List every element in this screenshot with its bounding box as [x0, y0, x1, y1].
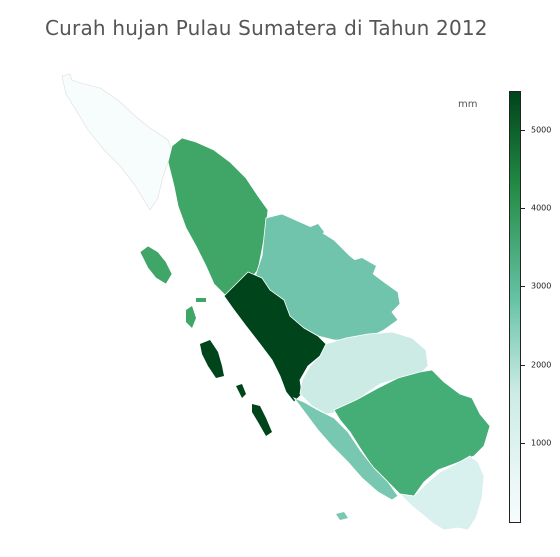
- colorbar-tick-mark: [521, 130, 525, 132]
- region-mentawai-2: [236, 384, 246, 398]
- map-title: Curah hujan Pulau Sumatera di Tahun 2012: [45, 16, 488, 40]
- region-nias[interactable]: [139, 245, 173, 285]
- colorbar-tick-label: 2000: [531, 360, 552, 370]
- region-jambi[interactable]: [299, 331, 429, 415]
- colorbar-unit-label: mm: [458, 99, 478, 110]
- colorbar-tick-label: 3000: [531, 281, 552, 291]
- region-lampung[interactable]: [398, 455, 485, 531]
- region-island-small-2: [186, 306, 196, 328]
- region-sumatera-utara[interactable]: [167, 137, 269, 297]
- colorbar-tick-label: 4000: [531, 203, 552, 213]
- colorbar-tick-mark: [521, 208, 525, 210]
- region-aceh[interactable]: [61, 73, 173, 211]
- colorbar-tick-mark: [521, 442, 525, 444]
- colorbar-tick-mark: [521, 286, 525, 288]
- region-bengkulu[interactable]: [292, 397, 399, 501]
- region-mentawai-3: [252, 404, 272, 436]
- region-mentawai-1[interactable]: [200, 340, 224, 378]
- region-island-small-1: [196, 298, 206, 302]
- region-sumatera-barat[interactable]: [223, 271, 327, 403]
- colorbar-tick-label: 5000: [531, 125, 552, 135]
- colorbar: [509, 91, 521, 523]
- colorbar-tick-label: 1000: [531, 438, 552, 448]
- region-riau-island-1: [308, 224, 324, 240]
- colorbar-tick-mark: [521, 364, 525, 366]
- region-enggano: [336, 512, 348, 520]
- region-riau-island-2: [348, 258, 376, 276]
